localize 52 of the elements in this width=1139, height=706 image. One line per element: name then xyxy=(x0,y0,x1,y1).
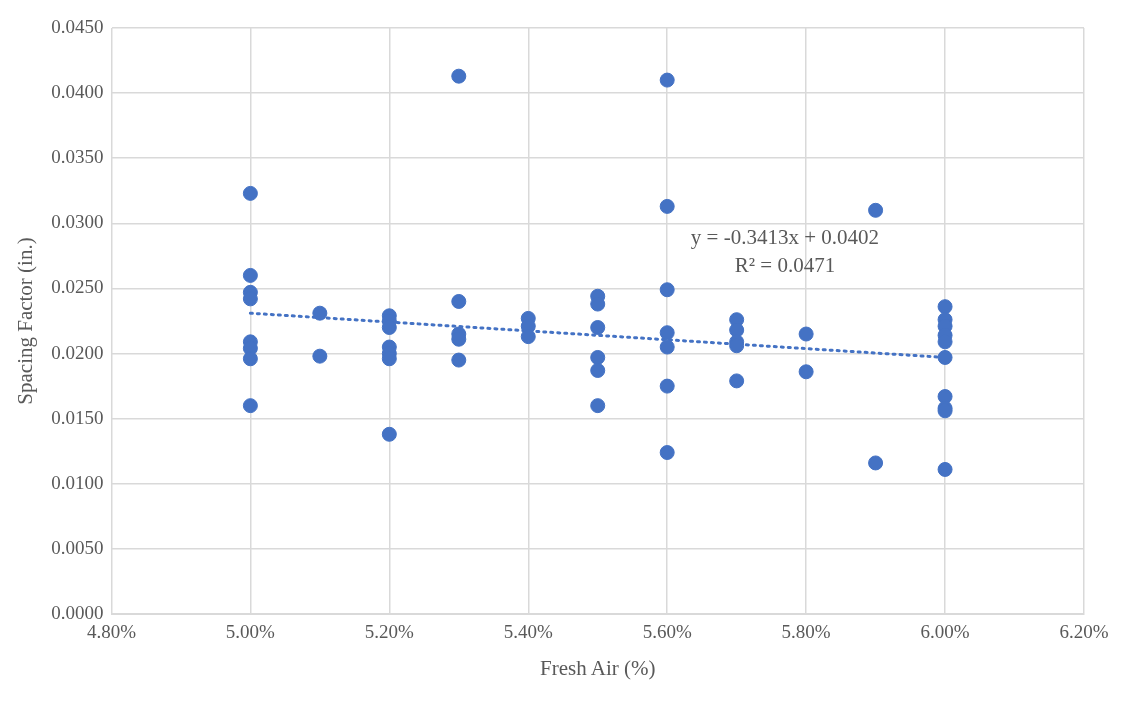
point xyxy=(451,352,467,368)
point xyxy=(451,68,467,84)
point xyxy=(312,305,328,321)
point xyxy=(937,349,953,365)
point xyxy=(590,398,606,414)
point xyxy=(590,320,606,336)
point xyxy=(659,198,675,214)
y-tick-label: 0.0250 xyxy=(51,276,104,298)
x-tick-label: 4.80% xyxy=(86,621,137,643)
y-axis-title: Spacing Factor (in.) xyxy=(13,237,38,405)
y-tick-label: 0.0300 xyxy=(51,211,104,233)
y-tick-label: 0.0450 xyxy=(51,15,104,37)
x-tick-label: 6.20% xyxy=(1059,621,1109,643)
point xyxy=(381,426,397,442)
y-tick-label: 0.0100 xyxy=(51,471,104,493)
annotation: y = -0.3413x + 0.0402 xyxy=(690,225,880,249)
point xyxy=(242,267,258,283)
point xyxy=(937,461,953,477)
x-tick-label: 5.00% xyxy=(225,621,276,643)
point xyxy=(659,339,675,355)
point xyxy=(868,202,884,218)
point xyxy=(798,326,814,342)
point xyxy=(451,293,467,309)
point xyxy=(242,398,258,414)
x-tick-label: 5.80% xyxy=(781,621,831,643)
y-tick-label: 0.0350 xyxy=(51,146,104,168)
point xyxy=(520,329,536,345)
point xyxy=(659,378,675,394)
y-tick-label: 0.0000 xyxy=(51,601,104,623)
x-tick-label: 5.40% xyxy=(503,621,553,643)
point xyxy=(659,325,675,341)
y-tick-label: 0.0200 xyxy=(51,341,104,363)
x-tick-label: 5.20% xyxy=(364,621,415,643)
x-tick-label: 6.00% xyxy=(920,621,970,643)
y-tick-label: 0.0050 xyxy=(51,536,104,558)
x-axis-title: Fresh Air (%) xyxy=(539,655,656,680)
point xyxy=(937,299,953,315)
annotation: R² = 0.0471 xyxy=(734,253,836,277)
point xyxy=(242,185,258,201)
point xyxy=(659,445,675,461)
point xyxy=(868,455,884,471)
point xyxy=(659,72,675,88)
point xyxy=(590,362,606,378)
point xyxy=(659,282,675,298)
point xyxy=(242,351,258,367)
y-tick-label: 0.0150 xyxy=(51,406,104,428)
point xyxy=(312,348,328,364)
y-tick-label: 0.0400 xyxy=(51,81,104,103)
point xyxy=(798,364,814,380)
point xyxy=(729,373,745,389)
point xyxy=(590,349,606,365)
x-tick-label: 5.60% xyxy=(642,621,692,643)
